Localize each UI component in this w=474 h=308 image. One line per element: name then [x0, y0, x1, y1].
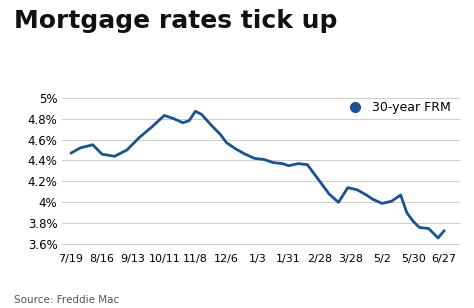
Legend: 30-year FRM: 30-year FRM [340, 99, 454, 117]
Text: Source: Freddie Mac: Source: Freddie Mac [14, 295, 119, 305]
Text: Mortgage rates tick up: Mortgage rates tick up [14, 9, 337, 33]
